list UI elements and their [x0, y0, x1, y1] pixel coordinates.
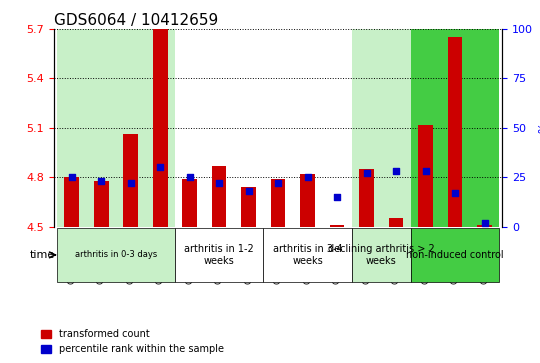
Bar: [352, 29, 411, 227]
Point: [156, 164, 165, 170]
Point: [392, 168, 400, 174]
Point: [421, 168, 430, 174]
Point: [362, 170, 371, 176]
Bar: [359, 169, 374, 227]
Bar: [411, 29, 500, 227]
Point: [97, 178, 105, 184]
Point: [451, 190, 460, 196]
Point: [68, 174, 76, 180]
Text: arthritis in 0-3 days: arthritis in 0-3 days: [75, 250, 157, 260]
Point: [333, 194, 341, 200]
Text: GDS6064 / 10412659: GDS6064 / 10412659: [54, 13, 218, 28]
Bar: [448, 37, 462, 227]
Bar: [212, 166, 226, 227]
Point: [480, 220, 489, 226]
Point: [244, 188, 253, 194]
Bar: [123, 134, 138, 227]
Text: declining arthritis > 2
weeks: declining arthritis > 2 weeks: [328, 244, 435, 266]
Bar: [175, 29, 264, 227]
Bar: [330, 225, 345, 227]
Bar: [271, 179, 286, 227]
Bar: [389, 219, 403, 227]
Bar: [300, 174, 315, 227]
FancyBboxPatch shape: [352, 228, 411, 282]
FancyBboxPatch shape: [57, 228, 175, 282]
Y-axis label: %: %: [538, 123, 540, 133]
Bar: [153, 29, 167, 227]
Bar: [477, 225, 492, 227]
FancyBboxPatch shape: [264, 228, 352, 282]
Point: [215, 180, 224, 186]
Text: arthritis in 1-2
weeks: arthritis in 1-2 weeks: [184, 244, 254, 266]
Bar: [183, 179, 197, 227]
Text: arthritis in 3-4
weeks: arthritis in 3-4 weeks: [273, 244, 342, 266]
Point: [126, 180, 135, 186]
FancyBboxPatch shape: [411, 228, 500, 282]
Bar: [241, 187, 256, 227]
Legend: transformed count, percentile rank within the sample: transformed count, percentile rank withi…: [37, 326, 227, 358]
Point: [185, 174, 194, 180]
Bar: [418, 125, 433, 227]
Text: time: time: [30, 250, 56, 260]
Bar: [57, 29, 175, 227]
Point: [274, 180, 282, 186]
Bar: [264, 29, 352, 227]
Text: non-induced control: non-induced control: [406, 250, 504, 260]
Point: [303, 174, 312, 180]
Bar: [94, 180, 109, 227]
FancyBboxPatch shape: [175, 228, 264, 282]
Bar: [64, 177, 79, 227]
